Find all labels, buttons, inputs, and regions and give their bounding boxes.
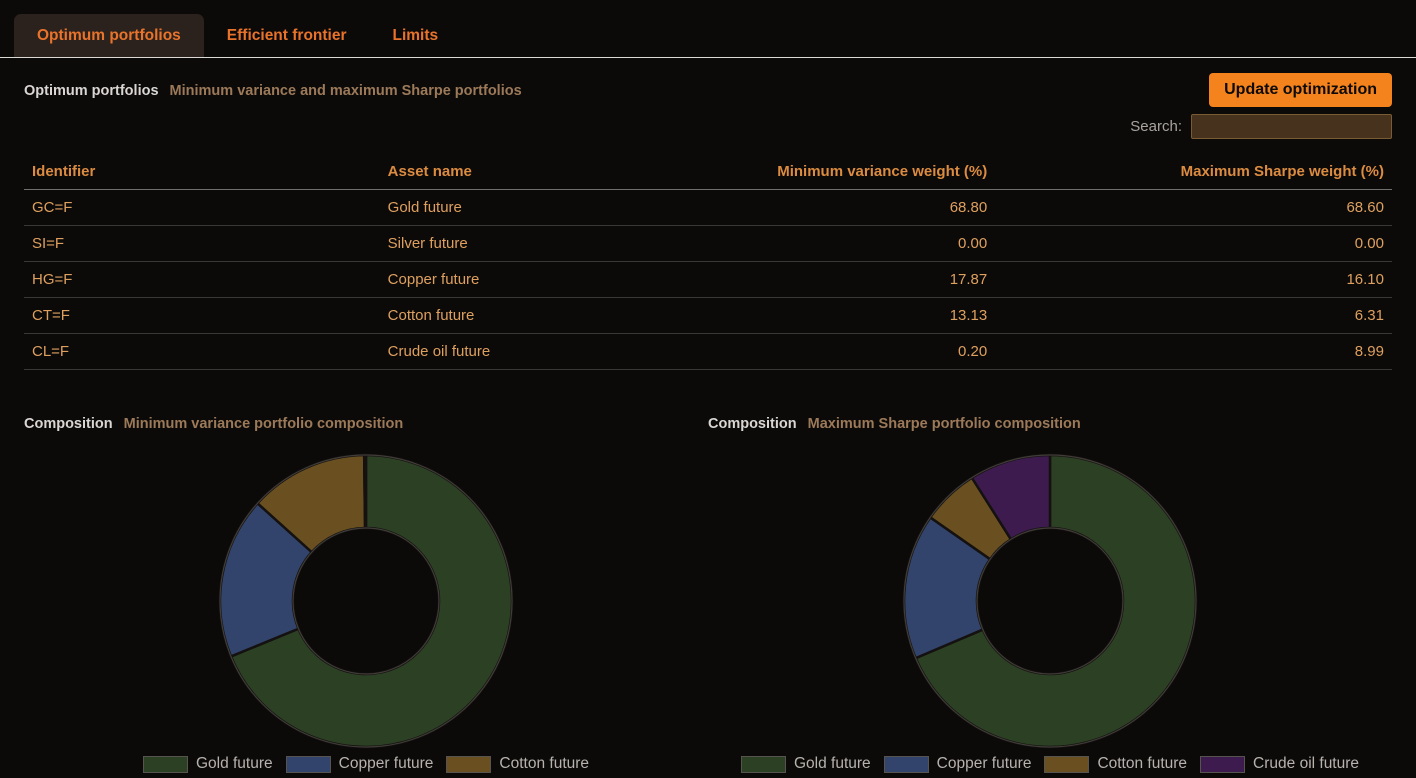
header-row: Optimum portfolios Minimum variance and … <box>24 73 1392 139</box>
legend-label: Cotton future <box>499 755 590 772</box>
asset-name-cell: Crude oil future <box>379 333 736 370</box>
legend-label: Gold future <box>793 755 871 772</box>
page-heading: Optimum portfolios Minimum variance and … <box>24 83 522 139</box>
tab-bar: Optimum portfolios Efficient frontier Limi… <box>0 0 1416 58</box>
search-row: Search: <box>1130 114 1392 139</box>
composition-title: Composition <box>708 416 797 432</box>
max-sharpe-weight-cell: 68.60 <box>995 189 1392 226</box>
chart-section-max-sharpe: Composition Maximum Sharpe portfolio com… <box>708 370 1392 773</box>
tab-optimum-portfolios[interactable]: Optimum portfolios <box>14 14 204 57</box>
legend-item-cotton-future[interactable]: Cotton future <box>1044 755 1187 773</box>
search-input[interactable] <box>1191 114 1392 139</box>
legend-item-gold-future[interactable]: Gold future <box>142 755 273 773</box>
legend-label: Crude oil future <box>1253 755 1360 772</box>
table-body: GC=F Gold future 68.80 68.60 SI=F Silver futu… <box>24 189 1392 370</box>
identifier-cell: CT=F <box>24 297 380 334</box>
donut-outline <box>903 454 1197 748</box>
donut-outline <box>292 527 440 675</box>
legend-swatch <box>1044 755 1090 773</box>
legend-label: Cotton future <box>1097 755 1188 772</box>
asset-name-cell: Silver future <box>379 225 736 262</box>
max-sharpe-weight-cell: 6.31 <box>995 297 1392 334</box>
legend-swatch <box>740 755 786 773</box>
tab-efficient-frontier[interactable]: Efficient frontier <box>226 27 347 44</box>
update-optimization-button[interactable]: Update optimization <box>1209 73 1392 107</box>
table-row: CT=F Cotton future 13.13 6.31 <box>24 297 1392 334</box>
max-sharpe-weight-cell: 16.10 <box>995 261 1392 298</box>
tab-limits[interactable]: Limits <box>392 27 439 44</box>
table-header-row: Identifier Asset name Minimum variance wei… <box>24 155 1392 190</box>
main-content: Optimum portfolios Minimum variance and … <box>0 73 1416 773</box>
identifier-cell: HG=F <box>24 261 380 298</box>
legend-swatch <box>142 755 188 773</box>
column-header-identifier[interactable]: Identifier <box>24 155 380 190</box>
legend-swatch <box>1200 755 1246 773</box>
column-header-minimum-variance-weight[interactable]: Minimum variance weight (%) <box>735 155 996 190</box>
donut-outline <box>219 454 513 748</box>
donut-outline <box>976 527 1124 675</box>
identifier-cell: SI=F <box>24 225 380 262</box>
legend-label: Copper future <box>338 755 434 772</box>
min-variance-weight-cell: 68.80 <box>735 189 996 226</box>
min-variance-legend: Gold future Copper future Cotton future <box>24 755 708 773</box>
table-row: HG=F Copper future 17.87 16.10 <box>24 261 1392 298</box>
table-row: SI=F Silver future 0.00 0.00 <box>24 225 1392 262</box>
legend-item-cotton-future[interactable]: Cotton future <box>446 755 589 773</box>
max-sharpe-weight-cell: 8.99 <box>995 333 1392 370</box>
identifier-cell: GC=F <box>24 189 380 226</box>
legend-label: Copper future <box>936 755 1032 772</box>
asset-name-cell: Copper future <box>379 261 736 298</box>
min-variance-weight-cell: 13.13 <box>735 297 996 334</box>
table-row: GC=F Gold future 68.80 68.60 <box>24 189 1392 226</box>
legend-label: Gold future <box>195 755 273 772</box>
legend-swatch <box>883 755 929 773</box>
legend-swatch <box>446 755 492 773</box>
identifier-cell: CL=F <box>24 333 380 370</box>
column-header-asset-name[interactable]: Asset name <box>379 155 736 190</box>
min-variance-weight-cell: 0.20 <box>735 333 996 370</box>
chart-section-min-variance: Composition Minimum variance portfolio c… <box>24 370 708 773</box>
search-label: Search: <box>1130 118 1182 135</box>
max-sharpe-legend: Gold future Copper future Cotton future Cru… <box>708 755 1392 773</box>
chart-head: Composition Maximum Sharpe portfolio com… <box>708 416 1392 432</box>
legend-item-copper-future[interactable]: Copper future <box>285 755 434 773</box>
max-sharpe-donut-chart[interactable] <box>900 452 1200 750</box>
legend-swatch <box>285 755 331 773</box>
chart-head: Composition Minimum variance portfolio c… <box>24 416 708 432</box>
min-variance-donut-chart[interactable] <box>216 452 516 750</box>
legend-item-gold-future[interactable]: Gold future <box>740 755 871 773</box>
composition-subtitle: Maximum Sharpe portfolio composition <box>807 416 1081 432</box>
min-variance-weight-cell: 0.00 <box>735 225 996 262</box>
column-header-maximum-sharpe-weight[interactable]: Maximum Sharpe weight (%) <box>995 155 1392 190</box>
portfolio-weights-table: Identifier Asset name Minimum variance wei… <box>24 155 1392 370</box>
table-row: CL=F Crude oil future 0.20 8.99 <box>24 333 1392 370</box>
asset-name-cell: Cotton future <box>379 297 736 334</box>
max-sharpe-weight-cell: 0.00 <box>995 225 1392 262</box>
legend-item-crude-oil-future[interactable]: Crude oil future <box>1200 755 1359 773</box>
donut-slice-crude-oil-future[interactable] <box>362 453 368 530</box>
min-variance-weight-cell: 17.87 <box>735 261 996 298</box>
asset-name-cell: Gold future <box>379 189 736 226</box>
charts-row: Composition Minimum variance portfolio c… <box>24 370 1392 773</box>
page-title: Optimum portfolios <box>24 83 159 99</box>
composition-subtitle: Minimum variance portfolio composition <box>123 416 404 432</box>
header-actions: Update optimization Search: <box>1130 73 1392 139</box>
composition-title: Composition <box>24 416 113 432</box>
legend-item-copper-future[interactable]: Copper future <box>883 755 1032 773</box>
page-subtitle: Minimum variance and maximum Sharpe port… <box>169 83 522 99</box>
